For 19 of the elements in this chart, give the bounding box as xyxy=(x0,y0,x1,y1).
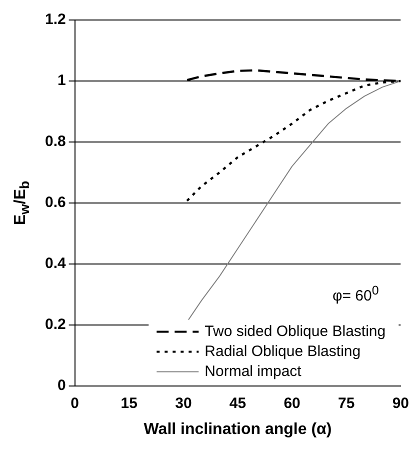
y-tick-label: 0.2 xyxy=(44,316,66,333)
legend-label: Two sided Oblique Blasting xyxy=(204,322,386,340)
y-tick-label: 1.2 xyxy=(44,11,66,28)
x-axis-title: Wall inclination angle (α) xyxy=(144,420,332,438)
x-tick-label: 60 xyxy=(284,394,300,412)
x-tick-label: 30 xyxy=(175,394,192,412)
legend-label: Normal impact xyxy=(204,362,302,380)
y-tick-label: 0 xyxy=(58,376,66,394)
x-tick-label: 90 xyxy=(392,394,409,412)
y-tick-label: 0.8 xyxy=(44,133,66,150)
y-tick-label: 1 xyxy=(58,72,66,90)
y-tick-label: 0.4 xyxy=(44,255,66,272)
annotation: φ= 60$^{0}$ xyxy=(332,284,379,305)
y-tick-label: 0.6 xyxy=(44,194,66,212)
x-tick-label: 0 xyxy=(70,394,80,412)
x-tick-label: 15 xyxy=(120,394,138,412)
x-tick-label: 75 xyxy=(338,394,355,412)
legend-label: Radial Oblique Blasting xyxy=(204,342,361,360)
x-tick-label: 45 xyxy=(229,394,246,412)
